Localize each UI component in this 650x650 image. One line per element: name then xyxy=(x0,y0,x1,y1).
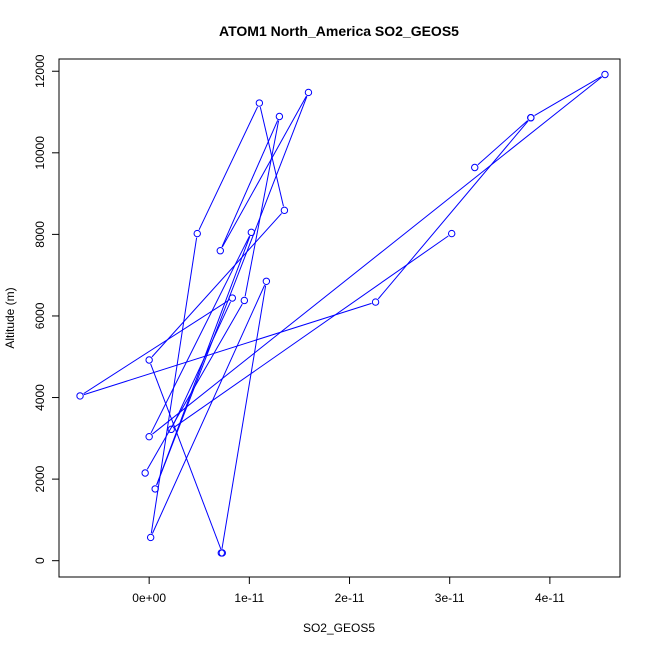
y-axis: 0 2000 4000 6000 8000 10000 12000 xyxy=(33,54,60,564)
y-axis-label: Altitude (m) xyxy=(3,287,17,348)
x-axis-label: SO2_GEOS5 xyxy=(303,621,375,635)
y-tick-label: 4000 xyxy=(33,384,47,411)
series-line-segment xyxy=(377,120,529,300)
data-point xyxy=(371,298,380,306)
data-point xyxy=(527,114,535,122)
series-line-segment xyxy=(83,302,372,396)
series-line-segment xyxy=(172,301,231,426)
x-tick-label: 3e-11 xyxy=(435,591,465,605)
data-point xyxy=(601,70,609,79)
data-point xyxy=(145,356,153,364)
y-tick-label: 0 xyxy=(33,557,47,564)
data-point xyxy=(145,432,153,441)
data-point xyxy=(247,228,256,237)
series-line-segment xyxy=(150,363,222,550)
data-point xyxy=(255,99,264,107)
data-point xyxy=(304,88,313,97)
data-point xyxy=(151,485,159,493)
series-layer xyxy=(76,70,609,557)
series-line-segment xyxy=(150,237,198,534)
data-point xyxy=(217,549,225,557)
data-point xyxy=(167,425,175,434)
series-line-segment xyxy=(151,284,266,534)
data-point xyxy=(448,229,456,238)
y-tick-label: 2000 xyxy=(33,465,47,492)
series-line-segment xyxy=(151,213,282,358)
y-tick-label: 8000 xyxy=(33,221,47,248)
series-line-segment xyxy=(534,76,602,117)
data-point xyxy=(76,392,84,400)
x-tick-label: 2e-11 xyxy=(335,591,365,605)
data-point xyxy=(240,296,249,305)
series-line-segment xyxy=(150,235,250,434)
plot-area xyxy=(58,58,621,578)
data-point xyxy=(216,247,224,255)
x-tick-label: 1e-11 xyxy=(234,591,264,605)
data-point xyxy=(280,206,289,215)
data-point xyxy=(193,229,201,238)
series-line-segment xyxy=(244,120,280,297)
series-line-segment xyxy=(221,120,279,248)
series-line-segment xyxy=(156,96,308,486)
data-point xyxy=(275,112,284,121)
data-point xyxy=(228,294,237,302)
y-tick-label: 10000 xyxy=(33,136,47,170)
series-line-segment xyxy=(221,95,307,248)
series-line-segment xyxy=(152,76,602,435)
series-line-segment xyxy=(221,285,267,549)
y-tick-label: 12000 xyxy=(33,54,47,88)
y-tick-label: 6000 xyxy=(33,302,47,329)
data-point xyxy=(141,469,149,477)
series-line-segment xyxy=(83,299,230,395)
series-line-segment xyxy=(198,106,259,230)
x-axis: 0e+00 1e-11 2e-11 3e-11 4e-11 xyxy=(132,576,565,605)
x-tick-label: 0e+00 xyxy=(132,591,166,605)
data-point xyxy=(262,277,271,285)
data-point xyxy=(146,533,155,542)
series-line-segment xyxy=(477,120,529,166)
data-point xyxy=(471,163,479,172)
series-line-segment xyxy=(174,235,449,428)
chart-title: ATOM1 North_America SO2_GEOS5 xyxy=(219,23,459,39)
x-tick-label: 4e-11 xyxy=(535,591,565,605)
